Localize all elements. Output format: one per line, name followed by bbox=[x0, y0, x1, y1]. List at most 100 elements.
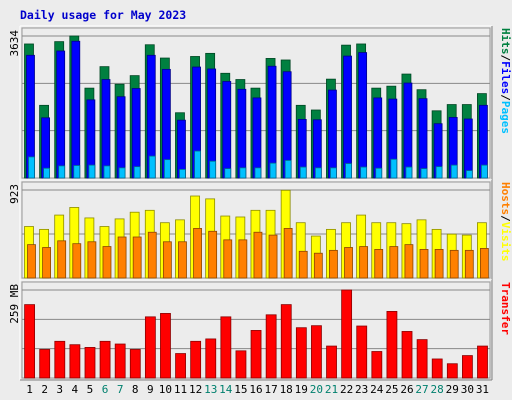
bar-pages-day-28 bbox=[435, 166, 443, 179]
bar-files-day-14 bbox=[222, 81, 232, 179]
bar-hosts-day-16 bbox=[253, 231, 263, 279]
bar-transfer-day-4 bbox=[69, 344, 81, 379]
bar-files-day-15 bbox=[237, 88, 247, 179]
bar-transfer-day-13 bbox=[205, 338, 217, 379]
bar-hosts-day-30 bbox=[464, 249, 474, 279]
bar-hosts-day-4 bbox=[72, 243, 82, 279]
bar-files-day-23 bbox=[358, 52, 368, 179]
bar-pages-day-4 bbox=[73, 165, 81, 179]
bar-transfer-day-1 bbox=[24, 304, 36, 379]
bar-hosts-day-18 bbox=[283, 228, 293, 279]
x-tick-label: 18 bbox=[280, 383, 293, 396]
bar-transfer-day-31 bbox=[477, 345, 488, 379]
bar-files-day-26 bbox=[403, 82, 413, 179]
legend-entry: Hosts bbox=[499, 182, 512, 215]
x-tick-label: 10 bbox=[159, 383, 172, 396]
bar-hosts-day-13 bbox=[208, 230, 218, 279]
bar-files-day-4 bbox=[71, 40, 81, 179]
x-tick-label: 8 bbox=[132, 383, 139, 396]
bar-transfer-day-16 bbox=[250, 330, 262, 379]
legend-transfer: Transfer bbox=[499, 282, 512, 335]
bar-pages-day-16 bbox=[254, 167, 262, 179]
bar-files-day-7 bbox=[116, 96, 126, 179]
bar-files-day-17 bbox=[267, 65, 277, 179]
bar-pages-day-6 bbox=[103, 165, 111, 179]
bar-hosts-day-25 bbox=[389, 246, 399, 279]
bar-files-day-6 bbox=[101, 79, 111, 179]
legend-entry: Files bbox=[499, 61, 512, 94]
x-tick-label: 13 bbox=[204, 383, 217, 396]
bar-pages-day-7 bbox=[118, 167, 126, 179]
chart-title: Daily usage for May 2023 bbox=[20, 8, 186, 22]
x-tick-label: 26 bbox=[400, 383, 413, 396]
bar-hosts-day-24 bbox=[374, 248, 384, 279]
bar-pages-day-5 bbox=[88, 164, 96, 179]
bar-transfer-day-27 bbox=[416, 339, 428, 379]
x-tick-label: 16 bbox=[249, 383, 262, 396]
bar-hosts-day-20 bbox=[313, 252, 323, 279]
bar-hosts-day-22 bbox=[344, 247, 353, 279]
bar-transfer-day-30 bbox=[462, 355, 473, 379]
bar-hosts-day-29 bbox=[449, 249, 459, 279]
bar-hosts-day-15 bbox=[238, 239, 248, 279]
x-tick-label: 6 bbox=[102, 383, 109, 396]
bar-pages-day-14 bbox=[224, 168, 232, 179]
bar-files-day-24 bbox=[373, 97, 383, 179]
bar-transfer-day-10 bbox=[160, 313, 171, 379]
bar-transfer-day-21 bbox=[326, 345, 337, 379]
bar-pages-day-3 bbox=[58, 165, 66, 179]
x-tick-label: 5 bbox=[87, 383, 94, 396]
bar-hosts-day-23 bbox=[359, 246, 369, 279]
bar-transfer-day-12 bbox=[190, 340, 202, 379]
bar-transfer-day-15 bbox=[235, 350, 247, 379]
bar-hosts-day-8 bbox=[132, 236, 142, 279]
bar-files-day-21 bbox=[328, 89, 337, 179]
bar-pages-day-8 bbox=[133, 166, 141, 179]
bar-pages-day-25 bbox=[390, 158, 398, 179]
bar-hosts-day-31 bbox=[479, 248, 489, 279]
bar-files-day-3 bbox=[56, 50, 66, 179]
bar-pages-day-11 bbox=[179, 168, 186, 179]
bar-hosts-day-14 bbox=[223, 239, 233, 279]
bar-hosts-day-5 bbox=[87, 241, 97, 279]
bar-hosts-day-26 bbox=[404, 244, 414, 279]
x-tick-label: 3 bbox=[56, 383, 63, 396]
x-tick-label: 24 bbox=[370, 383, 384, 396]
bar-hosts-day-2 bbox=[42, 247, 51, 279]
x-tick-label: 4 bbox=[72, 383, 79, 396]
bar-pages-day-20 bbox=[314, 167, 322, 179]
bar-transfer-day-20 bbox=[311, 325, 322, 379]
bar-hosts-day-10 bbox=[162, 241, 172, 279]
bar-hosts-day-7 bbox=[117, 236, 127, 279]
bar-transfer-day-19 bbox=[295, 327, 307, 379]
bar-transfer-day-25 bbox=[386, 311, 398, 379]
bar-pages-day-27 bbox=[420, 168, 428, 179]
x-tick-label: 25 bbox=[385, 383, 398, 396]
x-tick-label: 19 bbox=[295, 383, 308, 396]
bar-transfer-day-22 bbox=[341, 289, 353, 379]
bar-files-day-16 bbox=[252, 97, 262, 179]
x-tick-label: 21 bbox=[325, 383, 338, 396]
bar-hosts-day-19 bbox=[298, 250, 308, 279]
bar-transfer-day-28 bbox=[431, 358, 443, 379]
bar-pages-day-18 bbox=[284, 160, 292, 179]
x-tick-label: 12 bbox=[189, 383, 202, 396]
bar-pages-day-21 bbox=[330, 167, 337, 179]
bar-hosts-day-12 bbox=[193, 228, 202, 279]
bar-hosts-day-28 bbox=[434, 248, 444, 279]
bar-hosts-day-27 bbox=[419, 248, 429, 279]
bar-transfer-day-9 bbox=[144, 316, 156, 379]
y-max-label: 3634 bbox=[8, 30, 21, 57]
bar-pages-day-2 bbox=[43, 167, 50, 179]
legend-visitors: Hosts/Visits bbox=[499, 182, 512, 262]
bar-hosts-day-11 bbox=[178, 241, 187, 279]
bar-pages-day-29 bbox=[450, 164, 458, 179]
bar-pages-day-19 bbox=[299, 166, 307, 179]
bar-files-day-22 bbox=[343, 55, 352, 179]
bar-pages-day-13 bbox=[209, 160, 217, 179]
bar-transfer-day-17 bbox=[265, 314, 277, 379]
legend-entry: Visits bbox=[499, 222, 512, 262]
bar-pages-day-31 bbox=[480, 164, 488, 179]
x-tick-label: 22 bbox=[340, 383, 353, 396]
